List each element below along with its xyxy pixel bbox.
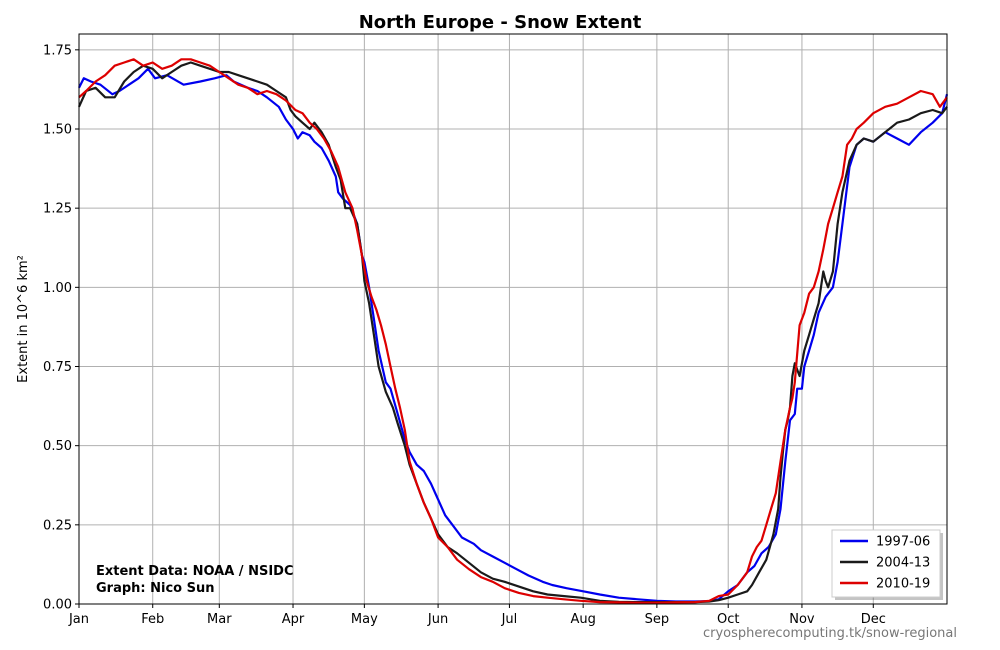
series-lines — [77, 58, 949, 604]
x-tick-label: Mar — [207, 612, 232, 627]
credit-data-source: Extent Data: NOAA / NSIDC — [96, 564, 293, 579]
y-axis: 0.00 0.25 0.50 0.75 1.00 1.25 1.50 1.75 — [43, 43, 79, 613]
x-tick-label: Dec — [861, 612, 886, 627]
x-tick-label: Jun — [427, 612, 448, 627]
legend: 1997-06 2004-13 2010-19 — [831, 529, 943, 600]
y-tick-label: 1.75 — [43, 43, 72, 58]
legend-label: 2004-13 — [876, 556, 930, 571]
x-tick-label: Sep — [645, 612, 670, 627]
credits: Extent Data: NOAA / NSIDC Graph: Nico Su… — [96, 564, 293, 596]
plot-frame — [78, 33, 948, 605]
x-tick-label: Apr — [282, 612, 305, 627]
series-line-2010-19 — [78, 58, 948, 604]
x-tick-label: Jul — [501, 612, 518, 627]
chart-title: North Europe - Snow Extent — [359, 12, 642, 33]
x-tick-label: Feb — [141, 612, 164, 627]
y-tick-label: 1.50 — [43, 123, 72, 138]
legend-label: 1997-06 — [876, 535, 930, 550]
y-tick-label: 0.00 — [43, 598, 72, 613]
legend-label: 2010-19 — [876, 577, 930, 592]
x-tick-label: Oct — [717, 612, 739, 627]
x-tick-label: May — [351, 612, 378, 627]
source-url: cryospherecomputing.tk/snow-regional — [703, 626, 957, 641]
x-axis: Jan Feb Mar Apr May Jun Jul Aug Sep Oct Nov Dec — [68, 604, 886, 627]
y-tick-label: 0.50 — [43, 439, 72, 454]
x-tick-label: Jan — [68, 612, 89, 627]
y-tick-label: 1.00 — [43, 281, 72, 296]
y-axis-label: Extent in 10^6 km² — [16, 255, 31, 383]
y-tick-label: 1.25 — [43, 202, 72, 217]
y-tick-label: 0.75 — [43, 360, 72, 375]
y-tick-label: 0.25 — [43, 518, 72, 533]
x-tick-label: Nov — [789, 612, 815, 627]
credit-graph-author: Graph: Nico Sun — [96, 581, 215, 596]
x-tick-label: Aug — [570, 612, 595, 627]
series-line-1997-06 — [78, 67, 949, 603]
series-line-2004-13 — [77, 61, 948, 604]
